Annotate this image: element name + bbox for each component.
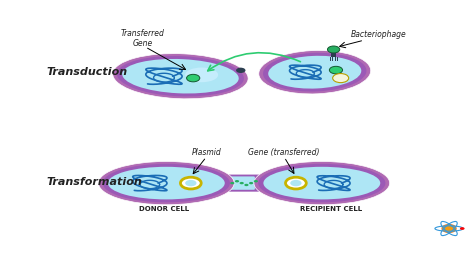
Text: DONOR CELL: DONOR CELL bbox=[139, 206, 189, 212]
Ellipse shape bbox=[117, 56, 244, 96]
Circle shape bbox=[187, 74, 200, 82]
Circle shape bbox=[460, 227, 465, 230]
Text: Transduction: Transduction bbox=[46, 67, 128, 77]
Text: Transformation: Transformation bbox=[46, 177, 142, 187]
Ellipse shape bbox=[264, 167, 380, 200]
Ellipse shape bbox=[103, 164, 230, 202]
Circle shape bbox=[236, 68, 246, 73]
Circle shape bbox=[244, 184, 248, 186]
Ellipse shape bbox=[108, 167, 225, 200]
Ellipse shape bbox=[259, 50, 371, 94]
Circle shape bbox=[290, 180, 301, 186]
Polygon shape bbox=[331, 53, 336, 57]
Text: Gene (transferred): Gene (transferred) bbox=[248, 148, 320, 157]
Circle shape bbox=[181, 177, 201, 189]
Circle shape bbox=[285, 177, 306, 189]
Circle shape bbox=[235, 180, 239, 183]
Text: RECIPIENT CELL: RECIPIENT CELL bbox=[300, 206, 362, 212]
Ellipse shape bbox=[122, 59, 239, 93]
Circle shape bbox=[254, 180, 258, 183]
Ellipse shape bbox=[185, 68, 218, 82]
Ellipse shape bbox=[263, 53, 366, 92]
Circle shape bbox=[329, 66, 343, 74]
Circle shape bbox=[333, 73, 349, 83]
Text: Plasmid: Plasmid bbox=[191, 148, 221, 157]
Text: Transferred
Gene: Transferred Gene bbox=[121, 29, 164, 49]
Ellipse shape bbox=[258, 164, 385, 202]
Ellipse shape bbox=[268, 56, 361, 89]
Ellipse shape bbox=[99, 161, 234, 205]
Circle shape bbox=[185, 180, 197, 186]
FancyBboxPatch shape bbox=[226, 176, 255, 190]
Circle shape bbox=[239, 182, 244, 184]
Circle shape bbox=[249, 182, 253, 184]
Ellipse shape bbox=[113, 54, 248, 99]
Circle shape bbox=[230, 182, 235, 184]
Circle shape bbox=[328, 46, 340, 53]
Text: Bacteriophage: Bacteriophage bbox=[350, 30, 406, 39]
FancyBboxPatch shape bbox=[220, 174, 261, 192]
Circle shape bbox=[442, 225, 456, 232]
Ellipse shape bbox=[254, 161, 390, 205]
